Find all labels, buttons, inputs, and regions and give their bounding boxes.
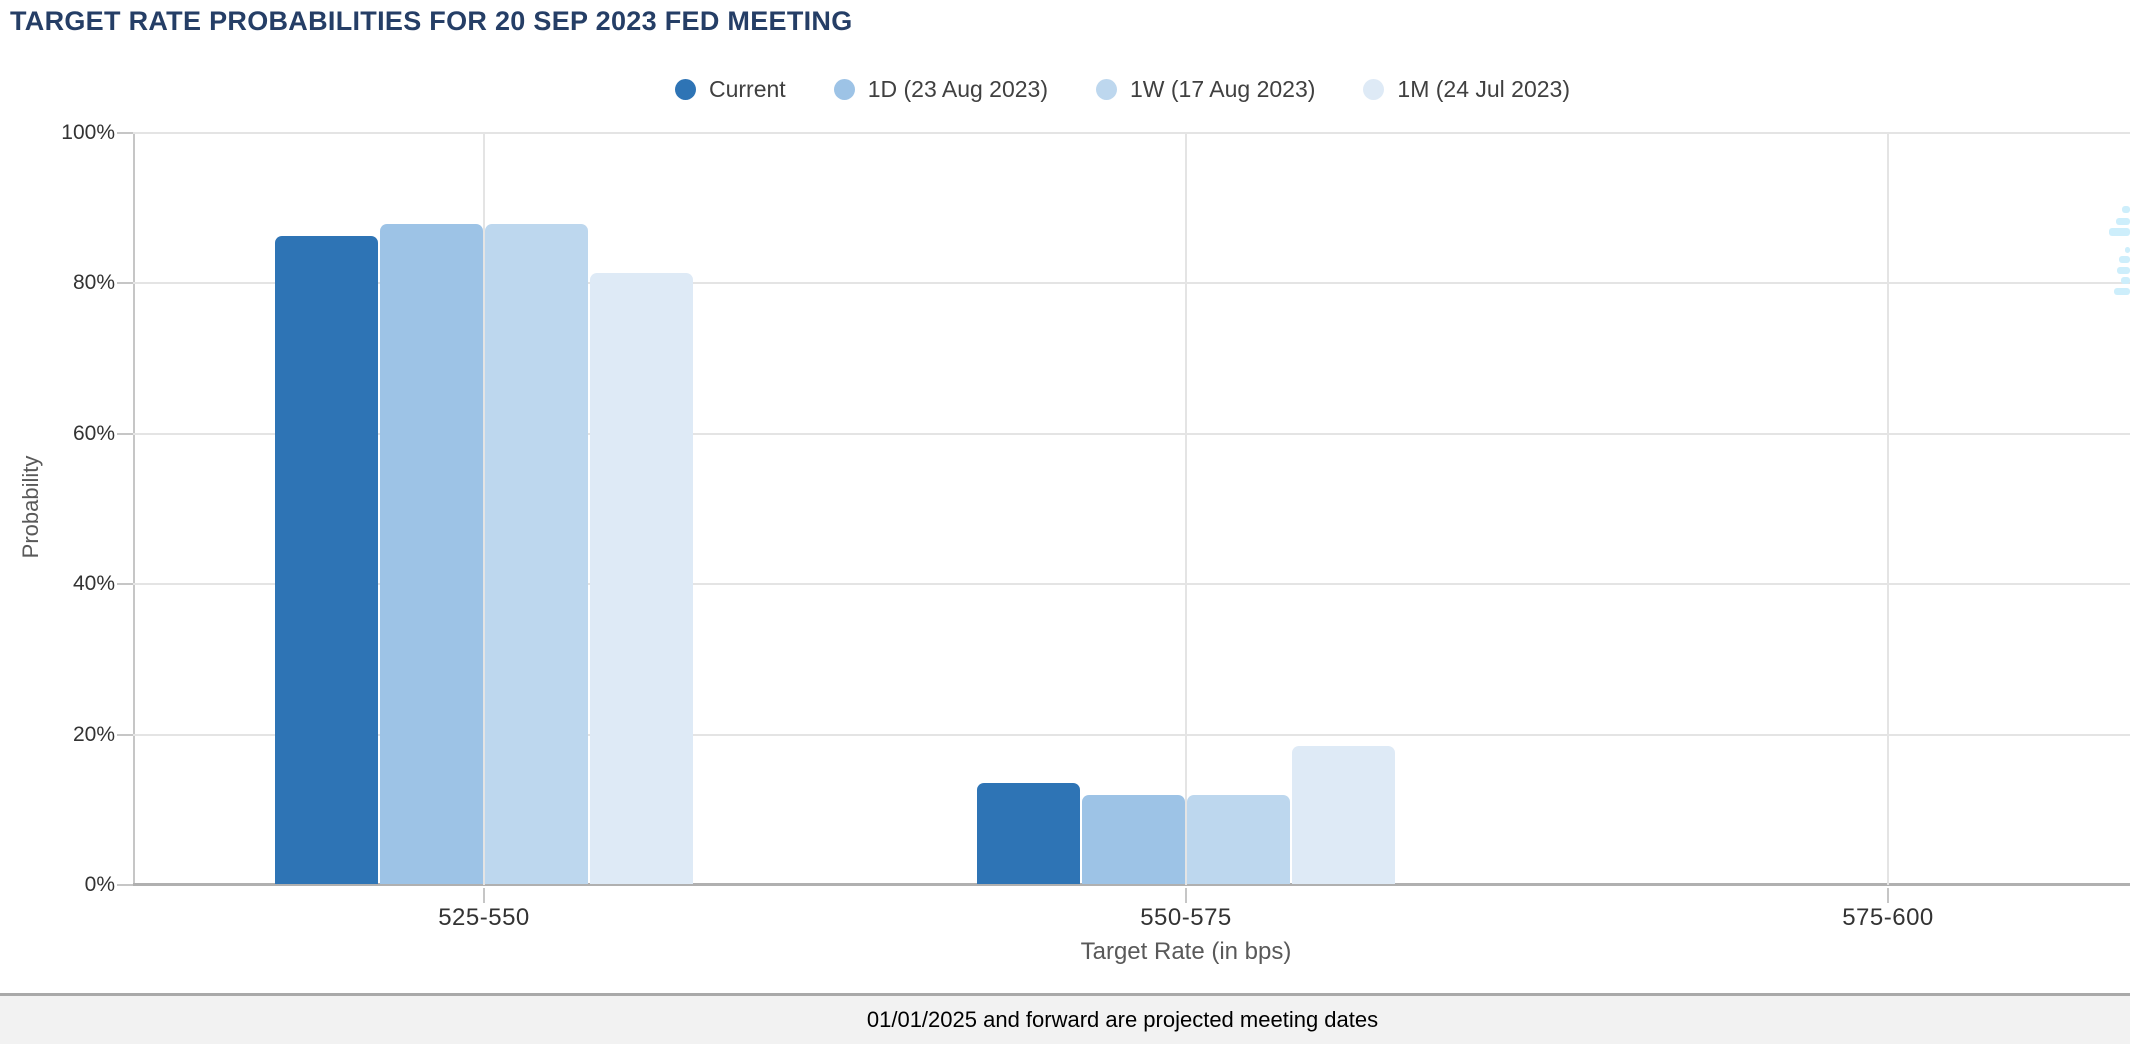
bar-1w-550-575[interactable] xyxy=(1187,794,1290,884)
h-gridline xyxy=(133,282,2130,285)
bar-current-550-575[interactable] xyxy=(977,783,1080,884)
x-axis-category-label: 575-600 xyxy=(1842,904,1934,931)
footer-note-bar: 01/01/2025 and forward are projected mee… xyxy=(0,993,2130,1044)
y-axis-tick-label: 0% xyxy=(84,873,115,896)
x-axis-tick xyxy=(1185,888,1187,903)
watermark-stripe xyxy=(2119,256,2130,263)
legend-swatch-icon xyxy=(1363,79,1385,100)
bar-1m-525-550[interactable] xyxy=(590,272,693,884)
legend-swatch-icon xyxy=(675,79,696,100)
watermark-stripe xyxy=(2121,277,2130,284)
y-axis-tick-label: 20% xyxy=(72,722,115,746)
bar-1m-550-575[interactable] xyxy=(1292,745,1395,884)
watermark-stripe xyxy=(2109,228,2130,236)
v-gridline xyxy=(1185,133,1187,885)
legend-item-current[interactable]: Current xyxy=(675,76,786,103)
x-axis-title: Target Rate (in bps) xyxy=(1080,938,1292,965)
legend-swatch-icon xyxy=(1096,79,1117,100)
legend-item-label: 1M (24 Jul 2023) xyxy=(1397,76,1570,102)
h-gridline xyxy=(133,733,2130,736)
legend-item-1d[interactable]: 1D (23 Aug 2023) xyxy=(833,76,1048,103)
y-axis-tick xyxy=(117,432,133,435)
x-axis-category-label: 525-550 xyxy=(438,904,530,931)
bar-current-525-550[interactable] xyxy=(275,235,378,884)
legend-item-1m[interactable]: 1M (24 Jul 2023) xyxy=(1363,76,1570,103)
legend-item-label: Current xyxy=(709,76,786,102)
legend-item-1w[interactable]: 1W (17 Aug 2023) xyxy=(1096,76,1315,103)
legend: Current 1D (23 Aug 2023) 1W (17 Aug 2023) 1… xyxy=(0,76,2130,103)
legend-swatch-icon xyxy=(833,79,855,100)
y-axis-line xyxy=(133,133,135,885)
x-axis-category-label: 550-575 xyxy=(1140,904,1232,931)
legend-item-label: 1W (17 Aug 2023) xyxy=(1130,76,1316,102)
y-axis-tick-label: 60% xyxy=(72,421,115,445)
bar-1d-525-550[interactable] xyxy=(380,223,483,884)
watermark-stripe xyxy=(2116,218,2130,225)
y-axis-tick-label: 100% xyxy=(61,121,115,144)
plot-area xyxy=(133,132,2130,886)
y-axis-tick-label: 40% xyxy=(72,572,115,596)
y-axis-tick-label: 80% xyxy=(72,271,115,295)
footer-note-text: 01/01/2025 and forward are projected mee… xyxy=(866,1007,1379,1032)
legend-item-label: 1D (23 Aug 2023) xyxy=(867,76,1048,102)
y-axis-tick xyxy=(117,583,133,586)
chart-title: TARGET RATE PROBABILITIES FOR 20 SEP 202… xyxy=(10,6,853,36)
x-axis-tick xyxy=(483,888,485,903)
h-gridline xyxy=(133,432,2130,435)
x-axis-tick xyxy=(1887,888,1889,903)
v-gridline xyxy=(483,133,485,885)
h-gridline xyxy=(133,583,2130,586)
y-axis-tick xyxy=(117,884,133,886)
v-gridline xyxy=(1887,133,1889,885)
y-axis-tick xyxy=(117,132,133,134)
y-axis-tick xyxy=(117,733,133,736)
watermark-logo-icon xyxy=(2109,204,2130,299)
watermark-stripe xyxy=(2122,206,2130,213)
watermark-stripe xyxy=(2117,267,2130,274)
watermark-stripe xyxy=(2114,288,2130,295)
bar-1w-525-550[interactable] xyxy=(485,223,588,884)
h-gridline xyxy=(133,132,2130,134)
watermark-stripe xyxy=(2125,247,2130,253)
bar-1d-550-575[interactable] xyxy=(1082,794,1185,884)
y-axis-title: Probability xyxy=(18,455,43,559)
x-axis-line xyxy=(133,883,2130,886)
y-axis-tick xyxy=(117,282,133,285)
